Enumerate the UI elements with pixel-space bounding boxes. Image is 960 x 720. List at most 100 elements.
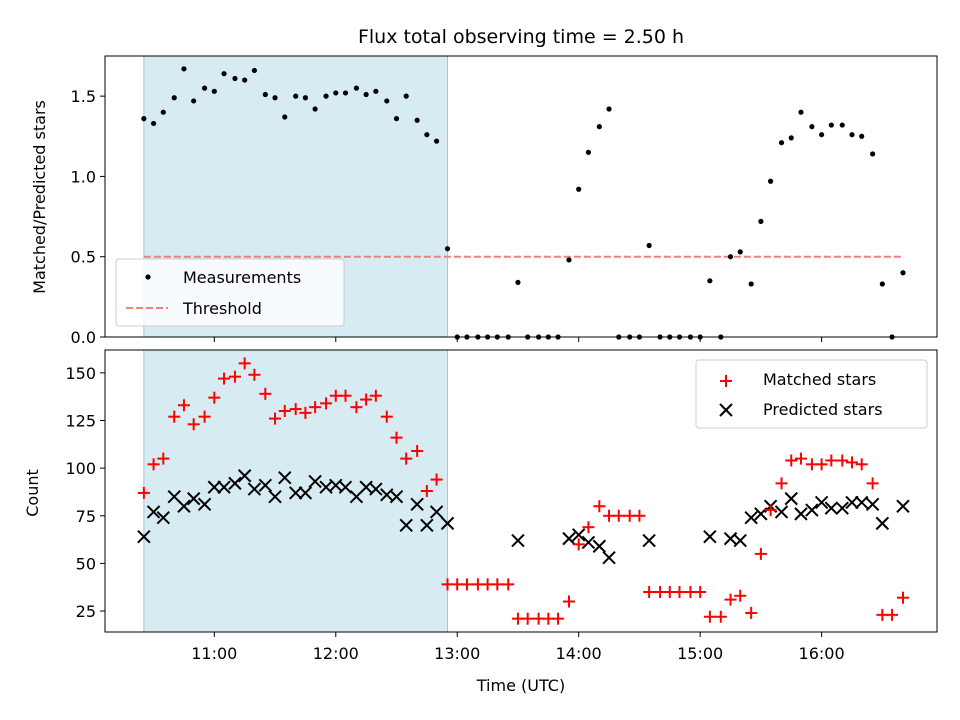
measurement-point xyxy=(282,114,288,120)
ratio-panel-frame xyxy=(104,55,938,338)
predicted-star-point xyxy=(258,478,273,492)
matched-star-point xyxy=(764,504,777,517)
matched-star-point xyxy=(521,612,534,625)
matched-star-point xyxy=(491,578,504,591)
predicted-star-point xyxy=(228,476,242,491)
measurement-point xyxy=(403,93,409,99)
measurement-point xyxy=(737,249,743,255)
matched-star-point xyxy=(694,585,707,598)
x-stroke-b xyxy=(399,518,413,533)
measurement-point xyxy=(606,106,612,112)
predicted-star-point xyxy=(217,480,231,494)
matched-star-point xyxy=(218,372,231,385)
x-stroke-b xyxy=(308,474,322,489)
legend-measurements-label: Measurements xyxy=(183,268,301,287)
x-stroke-b xyxy=(247,482,262,496)
measurement-point xyxy=(748,281,754,287)
predicted-star-point xyxy=(824,501,839,515)
x-stroke-b xyxy=(784,491,798,506)
y-tick-label: 1.5 xyxy=(71,87,96,106)
x-stroke-b xyxy=(875,516,890,531)
x-stroke-b xyxy=(865,497,880,512)
matched-star-point xyxy=(562,595,575,608)
matched-star-point xyxy=(794,452,807,465)
matched-star-point xyxy=(430,473,443,486)
matched-star-point xyxy=(855,458,868,471)
predicted-star-point xyxy=(369,482,383,496)
measurement-point xyxy=(302,95,309,101)
predicted-star-point xyxy=(156,510,171,525)
measurement-point xyxy=(879,281,885,287)
matched-star-point xyxy=(238,357,251,370)
ratio-panel-y-label: Matched/Predicted stars xyxy=(30,100,49,294)
legend-box xyxy=(115,258,345,327)
x-stroke-b xyxy=(319,480,333,494)
x-stroke-b xyxy=(420,518,434,533)
x-stroke-b xyxy=(440,516,455,531)
matched-star-point xyxy=(208,391,221,404)
predicted-star-point xyxy=(399,518,413,533)
matched-star-point xyxy=(259,387,272,400)
x-stroke-b xyxy=(278,470,292,485)
measurement-point xyxy=(515,279,521,286)
legend-predicted-marker xyxy=(719,403,733,417)
matched-star-point xyxy=(845,456,858,469)
x-stroke-b xyxy=(511,533,525,548)
matched-star-point xyxy=(643,585,656,598)
measurement-point xyxy=(323,93,329,99)
matched-star-point xyxy=(633,509,646,522)
measurement-point xyxy=(221,71,227,77)
matched-star-point xyxy=(137,486,150,499)
x-stroke-b xyxy=(186,491,201,506)
matched-star-point xyxy=(825,454,838,467)
matched-star-point xyxy=(815,458,828,471)
matched-star-point xyxy=(339,389,352,402)
y-tick-label: 1.0 xyxy=(71,167,96,186)
x-stroke-b xyxy=(338,480,353,494)
measurement-point xyxy=(242,77,248,83)
matched-star-point xyxy=(147,458,160,471)
predicted-star-point xyxy=(896,499,910,513)
measurement-point xyxy=(900,270,906,276)
count-panel-shaded-span xyxy=(143,349,449,633)
legend-measurements-marker xyxy=(145,274,151,280)
x-stroke-b xyxy=(562,531,576,546)
x-stroke-b xyxy=(298,486,313,500)
matched-star-point xyxy=(369,389,382,402)
matched-star-point xyxy=(400,452,413,465)
x-stroke-b xyxy=(733,533,747,548)
matched-star-point xyxy=(714,610,727,623)
predicted-star-point xyxy=(389,490,404,504)
measurement-point xyxy=(566,257,572,263)
predicted-star-point xyxy=(308,474,322,489)
y-tick-label: 125 xyxy=(65,412,96,431)
measurement-point xyxy=(181,66,187,72)
measurement-point xyxy=(160,109,166,115)
predicted-star-point xyxy=(429,505,444,519)
predicted-stars-series xyxy=(137,469,910,565)
x-stroke-b xyxy=(896,499,910,513)
matched-star-point xyxy=(420,485,433,497)
measurement-point xyxy=(778,140,785,146)
x-axis-label: Time (UTC) xyxy=(476,676,565,695)
matched-star-point xyxy=(278,404,291,417)
matched-star-point xyxy=(502,578,515,591)
measurement-point xyxy=(646,242,652,249)
measurement-point xyxy=(251,67,257,74)
y-tick-label: 100 xyxy=(65,459,96,478)
matched-star-point xyxy=(785,454,798,467)
predicted-star-point xyxy=(511,533,525,548)
count-panel-y-ticks: 25 50 75 100 125 150 xyxy=(65,364,105,621)
x-stroke-b xyxy=(824,501,839,515)
measurement-point xyxy=(788,135,794,141)
matched-star-point xyxy=(572,538,585,551)
predicted-star-point xyxy=(562,531,576,546)
predicted-star-point xyxy=(197,497,212,512)
chart-title: Flux total observing time = 2.50 h xyxy=(358,26,684,48)
predicted-star-point xyxy=(278,470,292,485)
measurement-point xyxy=(141,116,147,122)
ratio-panel: 0.0 0.5 1.0 1.5 Matched/Predicted stars Mea… xyxy=(30,55,938,347)
predicted-star-point xyxy=(268,490,282,504)
measurement-point xyxy=(819,132,825,138)
measurement-point xyxy=(232,75,238,82)
